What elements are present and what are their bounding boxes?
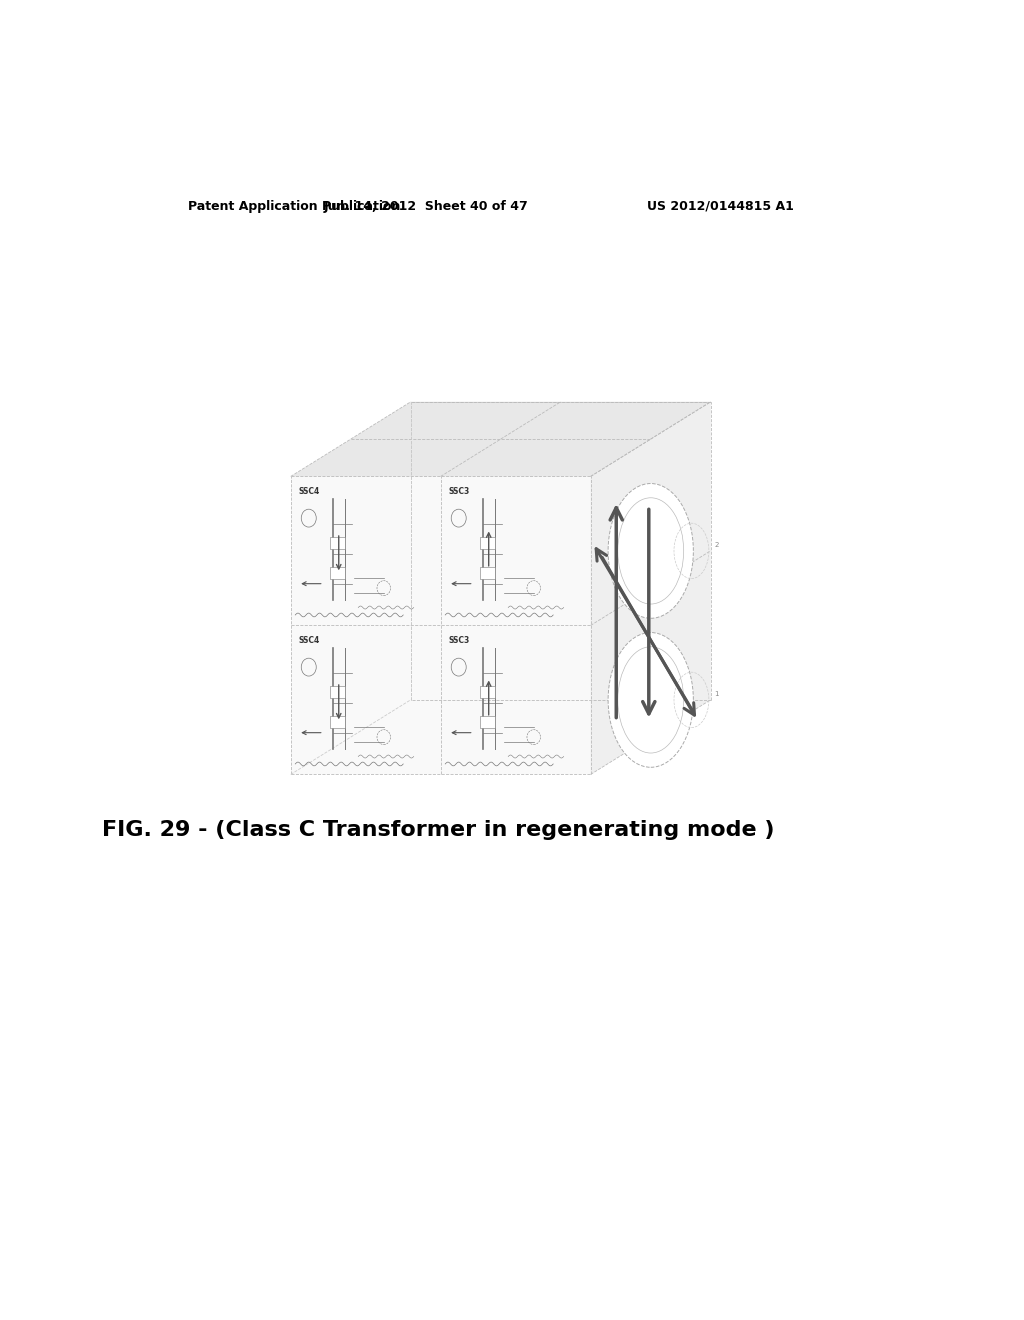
Text: 1: 1	[715, 692, 719, 697]
Text: SSC3: SSC3	[449, 487, 469, 496]
Text: US 2012/0144815 A1: US 2012/0144815 A1	[647, 199, 795, 213]
Text: SSC3: SSC3	[449, 636, 469, 644]
Bar	[479, 717, 495, 729]
Text: Patent Application Publication: Patent Application Publication	[188, 199, 400, 213]
Text: FIG. 29 - (Class C Transformer in regenerating mode ): FIG. 29 - (Class C Transformer in regene…	[101, 820, 774, 840]
Polygon shape	[591, 401, 711, 775]
Ellipse shape	[608, 483, 693, 618]
Polygon shape	[291, 401, 711, 477]
Bar	[330, 686, 345, 698]
Bar	[330, 537, 345, 549]
Bar	[479, 537, 495, 549]
Bar	[479, 568, 495, 579]
Bar	[479, 686, 495, 698]
Text: Jun. 14, 2012  Sheet 40 of 47: Jun. 14, 2012 Sheet 40 of 47	[324, 199, 528, 213]
Ellipse shape	[608, 632, 693, 767]
Polygon shape	[291, 477, 591, 775]
Bar	[330, 717, 345, 729]
Text: SSC4: SSC4	[298, 636, 319, 644]
Text: 2: 2	[715, 543, 719, 548]
Text: SSC4: SSC4	[298, 487, 319, 496]
Bar	[330, 568, 345, 579]
